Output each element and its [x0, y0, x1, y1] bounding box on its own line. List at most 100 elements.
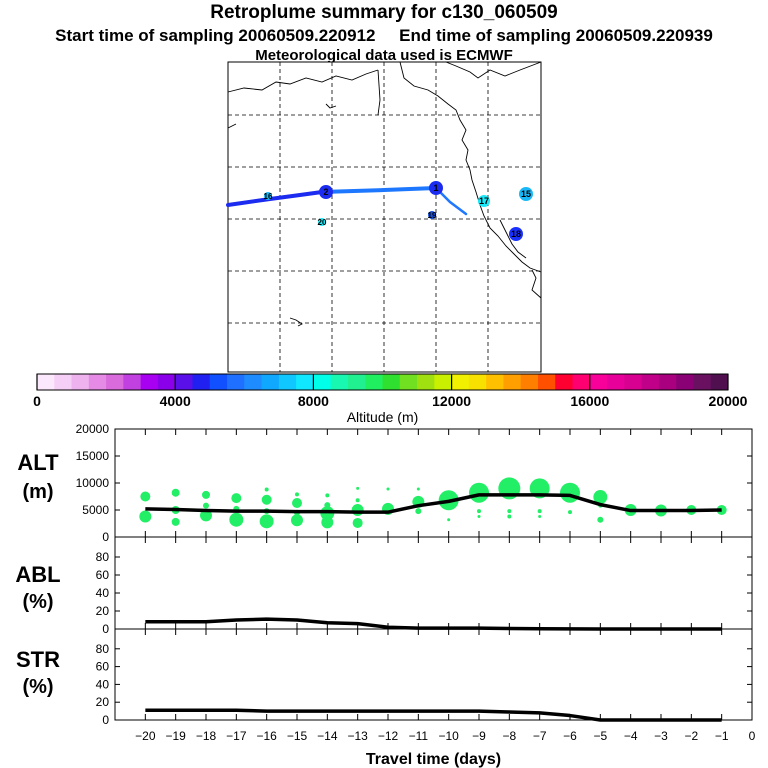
colorbar-swatch [347, 374, 366, 390]
green-dot [568, 510, 572, 515]
y-tick-label: 15000 [76, 449, 110, 463]
series-line-abl [145, 617, 722, 631]
map-markers: 1 2 15 16 17 18 19 20 [264, 181, 533, 241]
map-marker-20 [318, 218, 326, 226]
y-axis-label-abl: ABL [15, 562, 60, 587]
colorbar-swatch [37, 374, 55, 390]
x-tick-label: −6 [563, 729, 577, 743]
green-dot [140, 491, 151, 502]
colorbar-swatch [572, 374, 591, 390]
x-tick-label: −14 [317, 729, 338, 743]
colorbar-swatch [434, 374, 453, 390]
colorbar-swatch [624, 374, 643, 390]
x-tick-label: −3 [654, 729, 668, 743]
green-dot [352, 517, 363, 528]
colorbar-swatch [399, 374, 418, 390]
green-dot [261, 494, 272, 505]
y-tick-label: 20 [96, 695, 110, 709]
map-gridlines [228, 62, 541, 372]
green-dot [537, 509, 542, 514]
x-tick-label: −13 [347, 729, 368, 743]
x-tick-label: −17 [226, 729, 247, 743]
colorbar-swatch [451, 374, 470, 390]
colorbar-tick-label: 0 [33, 393, 41, 409]
x-tick-label: −19 [165, 729, 186, 743]
colorbar-swatch [417, 374, 435, 390]
colorbar-swatch [365, 374, 383, 390]
map-marker-19 [428, 211, 436, 219]
green-dot [538, 514, 542, 518]
x-tick-label: −4 [624, 729, 638, 743]
colorbar-swatch [192, 374, 211, 390]
green-dot [231, 493, 242, 504]
x-tick-label: −7 [533, 729, 547, 743]
green-dot [477, 514, 481, 518]
colorbar: 0 4000 8000 12000 16000 20000 Altitude (m) [33, 373, 748, 425]
green-dot [291, 514, 303, 527]
x-tick-label: −5 [593, 729, 607, 743]
panel-abl: 80 60 40 20 0 ABL (%) [15, 536, 753, 636]
colorbar-swatch [330, 374, 349, 390]
green-dot [171, 488, 180, 497]
green-dot [415, 508, 422, 515]
y-tick-label: 0 [102, 622, 109, 636]
colorbar-swatch [296, 374, 314, 390]
y-tick-label: 0 [102, 530, 109, 544]
green-dot [593, 490, 608, 505]
y-tick-label: 20 [96, 604, 110, 618]
map-marker-18 [509, 227, 523, 241]
green-dot [447, 518, 451, 522]
green-dot [139, 510, 152, 523]
y-axis-unit-abl: (%) [22, 591, 53, 613]
trajectory-west-segment [226, 190, 324, 207]
colorbar-swatch [468, 374, 487, 390]
y-tick-label: 40 [96, 586, 110, 600]
colorbar-swatch [54, 374, 73, 390]
colorbar-tick-label: 20000 [709, 393, 748, 409]
colorbar-swatch [486, 374, 504, 390]
y-tick-label: 80 [96, 642, 110, 656]
colorbar-swatch [503, 374, 522, 390]
x-tick-label: 0 [749, 729, 756, 743]
coastlines [227, 61, 542, 327]
green-dot [469, 482, 489, 503]
colorbar-swatch [658, 374, 677, 390]
y-tick-label: 60 [96, 568, 110, 582]
colorbar-swatch [71, 374, 90, 390]
start-time-label: Start time of sampling 20060509.220912 [55, 26, 376, 45]
x-tick-label: −2 [684, 729, 698, 743]
map-marker-15 [519, 187, 533, 201]
panel-frame [114, 428, 753, 538]
colorbar-swatch [278, 374, 297, 390]
map-marker-2 [319, 185, 333, 199]
colorbar-swatch [175, 374, 193, 390]
map-marker-label-15: 15 [521, 189, 531, 199]
colorbar-swatch [537, 374, 556, 390]
panel-alt: 20000 15000 10000 5000 0 ALT (m) [17, 422, 753, 544]
series-line-str [145, 708, 722, 722]
colorbar-swatch [313, 374, 332, 390]
green-dot [356, 486, 360, 490]
series-line-alt [145, 493, 722, 514]
green-dot [597, 516, 604, 523]
green-dot [264, 487, 269, 492]
green-dot [200, 509, 212, 522]
colorbar-tick-label: 4000 [160, 393, 191, 409]
x-tick-label: −1 [715, 729, 729, 743]
colorbar-swatch [520, 374, 539, 390]
colorbar-swatch [261, 374, 280, 390]
green-dot [321, 516, 334, 529]
colorbar-swatch [555, 374, 574, 390]
map-marker-16 [264, 192, 272, 200]
green-dot [202, 490, 210, 499]
map-marker-17 [478, 195, 490, 207]
y-axis-label-str: STR [16, 647, 60, 672]
map-marker-label-17: 17 [479, 196, 489, 206]
x-tick-label: −15 [287, 729, 308, 743]
time-series-panels: 20000 15000 10000 5000 0 ALT (m) 80 60 40 20 0 ABL (%… [15, 422, 755, 768]
x-tick-label: −20 [135, 729, 156, 743]
x-tick-label: −11 [409, 729, 429, 743]
x-tick-label: −12 [378, 729, 399, 743]
y-tick-label: 80 [96, 550, 110, 564]
